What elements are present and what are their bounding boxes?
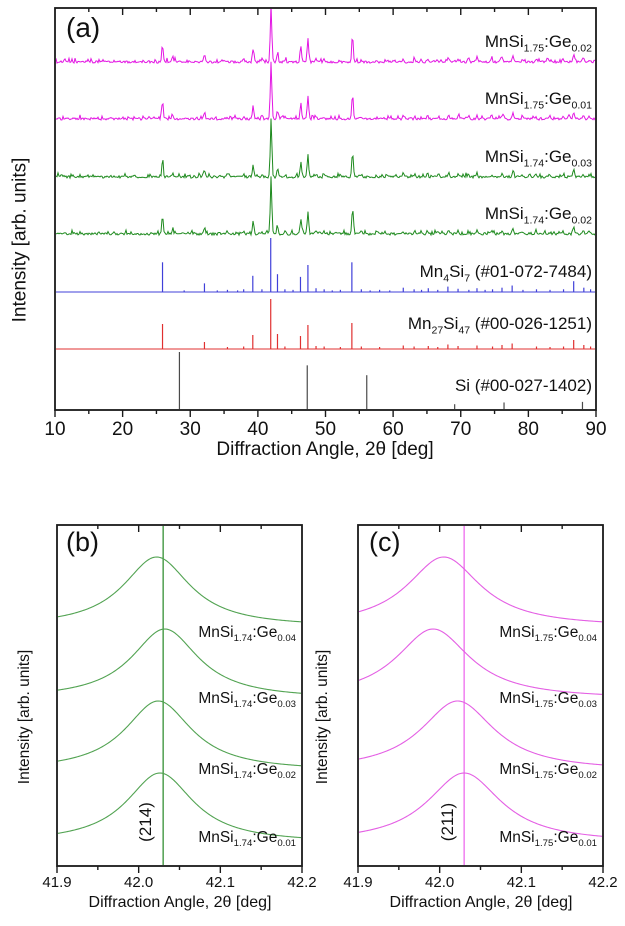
panel-a-reference-label: Si (#00-027-1402): [454, 376, 592, 395]
panel-b-curve: [58, 772, 301, 839]
panel-c-tick-label: 42.1: [506, 874, 536, 891]
panel-c-curve: [359, 700, 602, 766]
panel-c-curve: [359, 772, 602, 837]
panel-b-tick-label: 41.9: [42, 874, 72, 891]
panel-a-tick-label: 50: [314, 419, 337, 440]
panel-c-tick-label: 42.0: [425, 874, 455, 891]
panel-a-y-axis-title: Intensity [arb. units]: [9, 157, 31, 323]
panel-a-tick-label: 40: [247, 419, 269, 440]
panel-a-reference-label: Mn27Si47 (#00-026-1251): [407, 314, 592, 337]
panel-a-tick-label: 30: [179, 419, 201, 440]
panel-a-trace: [56, 118, 595, 180]
panel-c-plot-area: [359, 526, 602, 865]
panel-a-reference-pattern: [178, 352, 584, 409]
panel-b-series-label: MnSi1.74:Ge0.03: [198, 690, 296, 711]
panel-b-axes: [56, 524, 303, 873]
panel-a-reference-pattern: [56, 238, 595, 293]
panel-c-series-label: MnSi1.75:Ge0.04: [499, 624, 597, 645]
panel-a-series-label: MnSi1.75:Ge0.01: [484, 89, 592, 112]
panel-b-tick-label: 42.2: [287, 874, 317, 891]
panel-a-tick-label: 80: [517, 419, 539, 440]
panel-a-trace: [56, 9, 595, 65]
panel-a-x-axis-title: Diffraction Angle, 2θ [deg]: [216, 439, 434, 460]
panel-a-trace: [56, 61, 595, 122]
panel-b-plot-area: [58, 526, 301, 865]
panel-c-curve: [359, 628, 602, 695]
panel-b-label: (b): [66, 527, 99, 557]
panel-a-tick-label: 60: [382, 419, 404, 440]
panel-a-tick-label: 90: [585, 419, 607, 440]
panel-c-series-label: MnSi1.75:Ge0.01: [499, 829, 597, 850]
panel-a-trace: [56, 176, 595, 237]
panel-c-x-axis-title: Diffraction Angle, 2θ [deg]: [389, 894, 573, 911]
panel-b-x-axis-title: Diffraction Angle, 2θ [deg]: [88, 894, 272, 911]
panel-a-reference-pattern: [56, 299, 595, 350]
panel-b-hkl-annotation: (214): [136, 802, 155, 842]
panel-c-y-axis-title: Intensity [arb. units]: [314, 649, 331, 785]
panel-c-hkl-annotation: (211): [438, 802, 457, 842]
panel-c-series-label: MnSi1.75:Ge0.02: [499, 761, 597, 782]
panel-a-tick-label: 70: [450, 419, 472, 440]
panel-c-series-label: MnSi1.75:Ge0.03: [499, 690, 597, 711]
panel-b-series-label: MnSi1.74:Ge0.04: [198, 624, 296, 645]
panel-b-tick-label: 42.0: [124, 874, 154, 891]
panel-b-curve: [58, 700, 301, 767]
panel-a-series-label: MnSi1.74:Ge0.03: [484, 147, 592, 170]
panel-c-tick-label: 42.2: [588, 874, 618, 891]
panel-a-series-label: MnSi1.75:Ge0.02: [484, 32, 592, 55]
panel-a-series-label: MnSi1.74:Ge0.02: [484, 204, 592, 227]
panel-b-curve: [58, 556, 301, 623]
panel-c-curve: [359, 556, 602, 623]
panel-c-label: (c): [369, 527, 401, 557]
panel-b-series-label: MnSi1.74:Ge0.02: [198, 761, 296, 782]
panel-c-axes: [357, 524, 604, 873]
panel-c-tick-label: 41.9: [343, 874, 373, 891]
panel-b-tick-label: 42.1: [205, 874, 235, 891]
panel-a-label: (a): [66, 12, 101, 43]
panel-a-axes: [54, 7, 597, 417]
panel-b-curve: [58, 628, 301, 694]
panel-b-y-axis-title: Intensity [arb. units]: [16, 649, 33, 785]
panel-a-tick-label: 20: [112, 419, 134, 440]
panel-b-series-label: MnSi1.74:Ge0.01: [198, 829, 296, 850]
panel-a-plot-area: [56, 9, 595, 409]
panel-a-tick-label: 10: [44, 419, 66, 440]
panel-a-reference-label: Mn4Si7 (#01-072-7484): [419, 262, 592, 285]
